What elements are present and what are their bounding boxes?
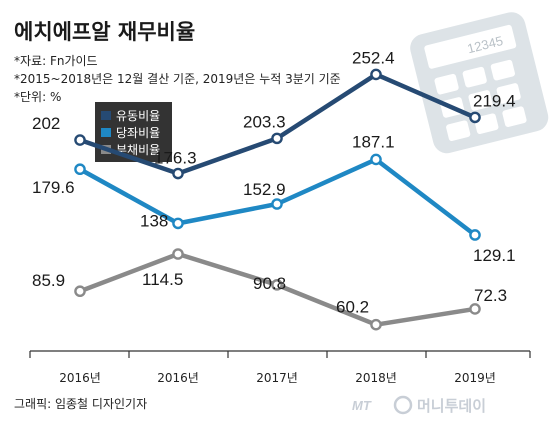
data-point-current-ratio [370,68,382,81]
data-point-quick-ratio [74,163,86,176]
calculator-key [446,120,471,142]
calculator-key [496,83,521,104]
data-label-current-ratio: 176.3 [154,149,197,168]
data-label-quick-ratio: 187.1 [352,132,395,151]
legend-label-current-ratio: 유동비율 [116,109,160,123]
data-label-quick-ratio: 152.9 [243,180,286,199]
watermark-mt: MT [352,398,372,413]
calculator-illustration: 12345 [410,12,549,154]
calculator-key [434,73,459,95]
data-label-quick-ratio: 179.6 [32,178,75,197]
data-label-debt-ratio: 90.8 [253,274,286,293]
data-label-debt-ratio: 72.3 [474,286,507,305]
calculator-key [468,90,493,111]
data-point-quick-ratio [469,229,481,241]
x-tick-label: 2018년 [355,371,397,385]
data-point-current-ratio [469,111,481,124]
data-point-current-ratio [271,132,283,145]
source-note: *자료: Fn가이드 [14,54,98,68]
x-axis-ticks: 2016년 2016년 2017년 2018년 2019년 [29,351,531,385]
data-label-debt-ratio: 114.5 [142,270,183,289]
x-tick-label: 2016년 [157,371,199,385]
data-label-debt-ratio: 60.2 [336,298,369,317]
calculator-key [462,66,487,88]
data-label-quick-ratio: 129.1 [473,246,516,265]
x-tick-label: 2017년 [256,371,298,385]
chart-title: 에치에프알 재무비율 [14,20,195,44]
data-point-current-ratio [172,167,184,180]
legend-label-quick-ratio: 당좌비율 [116,126,160,140]
basis-note: *2015~2018년은 12월 결산 기준, 2019년은 누적 3분기 기준 [14,72,341,86]
x-tick-label: 2019년 [454,371,496,385]
watermark-logo-icon [393,395,413,415]
data-label-current-ratio: 219.4 [473,91,516,110]
x-tick-label: 2016년 [59,371,101,385]
data-point-quick-ratio [172,217,184,230]
data-label-current-ratio: 203.3 [243,112,286,131]
watermark-name: 머니투데이 [417,397,486,415]
unit-note: *단위: % [14,90,61,104]
legend-swatch-quick-ratio [101,128,111,137]
data-point-debt-ratio [370,318,382,331]
calculator-key [502,106,527,127]
legend-label-debt-ratio: 부채비율 [116,143,160,157]
calculator-display [424,24,517,69]
series-points [74,68,481,331]
graphic-credit: 그래픽: 임종철 디자인기자 [14,397,147,411]
watermark: MT 머니투데이 [352,395,486,415]
data-point-quick-ratio [370,153,382,166]
data-point-quick-ratio [271,198,283,210]
data-label-debt-ratio: 85.9 [32,271,65,290]
legend: 유동비율 당좌비율 부채비율 [95,102,172,162]
data-label-current-ratio: 202 [32,114,60,133]
data-point-current-ratio [74,134,86,146]
data-point-debt-ratio [74,285,86,298]
data-point-debt-ratio [469,303,481,315]
data-label-current-ratio: 252.4 [352,48,395,67]
data-point-debt-ratio [271,279,283,291]
data-point-debt-ratio [172,248,184,260]
data-labels: 202 176.3 203.3 252.4 219.4 179.6 138 152.9 187.… [32,48,516,316]
data-label-quick-ratio: 138 [140,211,168,230]
legend-swatch-current-ratio [101,111,111,120]
calculator-key [490,59,515,81]
